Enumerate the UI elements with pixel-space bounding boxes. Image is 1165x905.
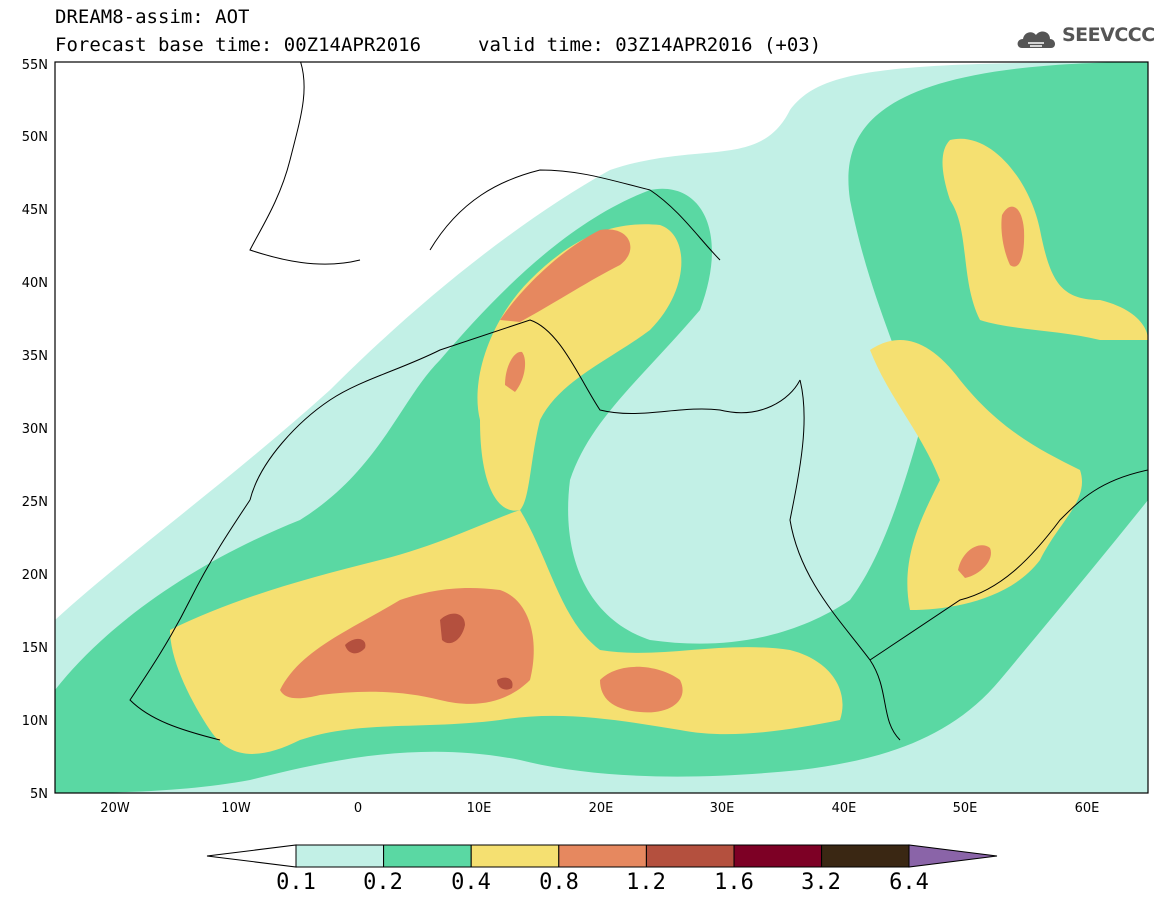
logo-text: SEEVCCC (1062, 24, 1155, 46)
colorbar-segment-1 (295, 844, 385, 868)
lon-label-40e: 40E (832, 801, 857, 816)
colorbar-segment-6 (733, 844, 823, 868)
lat-label-30n: 30N (22, 422, 48, 437)
aot-band-0-8-caspian (1001, 206, 1025, 267)
colorbar-segment-3 (470, 844, 560, 868)
colorbar-low-arrow (206, 844, 297, 868)
lat-label-5n: 5N (30, 787, 48, 802)
colorbar-label: 0.2 (363, 870, 403, 895)
lon-label-60e: 60E (1075, 801, 1100, 816)
coastlines (129, 62, 1148, 741)
aot-band-0-8-chad (600, 666, 683, 713)
forecast-base-time: Forecast base time: 00Z14APR2016 (55, 34, 422, 56)
lat-label-40n: 40N (22, 276, 48, 291)
cloud-icon (1017, 31, 1056, 48)
aot-band-0-4-caspian (942, 138, 1148, 340)
colorbar-label: 0.4 (451, 870, 491, 895)
lat-label-20n: 20N (22, 568, 48, 583)
aot-band-0-8-tunisia (505, 351, 526, 392)
map-title: DREAM8-assim: AOT (55, 6, 250, 28)
lat-label-35n: 35N (22, 349, 48, 364)
aot-band-0-8-arabia (958, 545, 991, 578)
lon-label-0: 0 (354, 801, 362, 816)
lat-label-10n: 10N (22, 714, 48, 729)
lat-label-25n: 25N (22, 495, 48, 510)
colorbar-label: 6.4 (889, 870, 929, 895)
lon-axis: 20W 10W 0 10E 20E 30E 40E 50E 60E (100, 801, 1099, 816)
colorbar (206, 844, 998, 868)
lat-label-55n: 55N (22, 58, 48, 73)
lat-label-15n: 15N (22, 641, 48, 656)
aot-band-0-8-sahel (280, 588, 534, 704)
valid-time: valid time: 03Z14APR2016 (+03) (478, 34, 822, 56)
colorbar-label: 0.1 (276, 870, 316, 895)
aot-field (55, 62, 1148, 793)
aot-band-0-8-balkans (500, 229, 631, 322)
lon-label-20w: 20W (100, 801, 130, 816)
lon-label-50e: 50E (953, 801, 978, 816)
lat-label-45n: 45N (22, 203, 48, 218)
lat-axis: 55N 50N 45N 40N 35N 30N 25N 20N 15N 10N … (22, 58, 48, 802)
colorbar-label: 0.8 (539, 870, 579, 895)
colorbar-segment-4 (558, 844, 647, 868)
map-frame (54, 61, 1149, 794)
lon-label-30e: 30E (710, 801, 735, 816)
aot-band-0-4-east (870, 340, 1082, 610)
lon-label-10w: 10W (221, 801, 251, 816)
lon-label-20e: 20E (589, 801, 614, 816)
lon-label-10e: 10E (467, 801, 492, 816)
colorbar-label: 3.2 (801, 870, 841, 895)
colorbar-label: 1.2 (626, 870, 666, 895)
colorbar-high-arrow (908, 844, 998, 868)
colorbar-segment-5 (645, 844, 735, 868)
colorbar-segment-7 (821, 844, 910, 868)
lat-label-50n: 50N (22, 130, 48, 145)
colorbar-label: 1.6 (714, 870, 754, 895)
colorbar-segment-2 (383, 844, 472, 868)
